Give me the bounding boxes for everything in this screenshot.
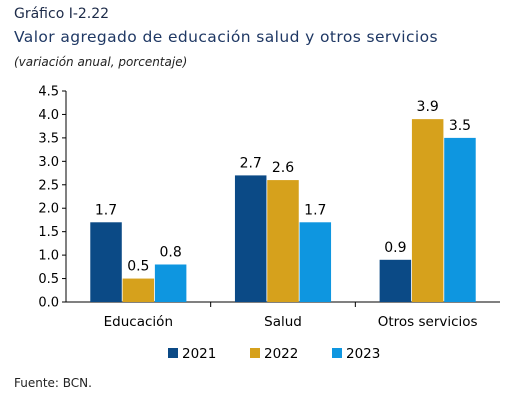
- x-category-label: Educación: [104, 314, 173, 330]
- chart-title: Valor agregado de educación salud y otro…: [14, 28, 438, 46]
- chart-subtitle: (variación anual, porcentaje): [14, 55, 188, 69]
- data-label: 3.5: [449, 118, 471, 134]
- legend-swatch-2023: [332, 348, 342, 358]
- bar-2023: [444, 137, 476, 302]
- legend-swatch-2021: [168, 348, 178, 358]
- legend-swatch-2022: [250, 348, 260, 358]
- bar-2023: [299, 222, 332, 302]
- legend-label-2021: 2021: [182, 346, 216, 362]
- bar-2021: [379, 259, 412, 302]
- legend-label-2022: 2022: [264, 346, 298, 362]
- y-tick-label: 1.5: [38, 225, 59, 240]
- y-tick-label: 2.5: [38, 178, 59, 193]
- y-tick-label: 3.5: [38, 131, 59, 146]
- data-label: 0.8: [160, 244, 182, 260]
- source-note: Fuente: BCN.: [14, 376, 92, 390]
- data-label: 1.7: [304, 202, 326, 218]
- y-tick-label: 0.5: [38, 272, 59, 287]
- y-tick-label: 4.0: [38, 108, 59, 123]
- bar-2021: [234, 175, 267, 302]
- y-tick-label: 2.0: [38, 202, 59, 217]
- bar-2021: [90, 222, 122, 302]
- y-tick-label: 3.0: [38, 155, 59, 170]
- data-label: 2.6: [272, 160, 294, 176]
- y-tick-label: 4.5: [38, 85, 59, 100]
- bar-2022: [411, 119, 444, 302]
- bar-2022: [267, 180, 299, 302]
- legend-label-2023: 2023: [346, 346, 380, 362]
- bar-2023: [154, 264, 187, 302]
- data-label: 3.9: [417, 99, 439, 115]
- data-label: 0.9: [384, 240, 406, 256]
- data-label: 0.5: [127, 259, 149, 275]
- x-category-label: Salud: [264, 314, 302, 330]
- figure-label: Gráfico I-2.22: [14, 6, 110, 22]
- bar-2022: [122, 278, 155, 302]
- y-tick-label: 1.0: [38, 249, 59, 264]
- data-label: 1.7: [95, 202, 117, 218]
- data-label: 2.7: [240, 155, 262, 171]
- x-category-label: Otros servicios: [378, 314, 478, 330]
- y-tick-label: 0.0: [38, 296, 59, 311]
